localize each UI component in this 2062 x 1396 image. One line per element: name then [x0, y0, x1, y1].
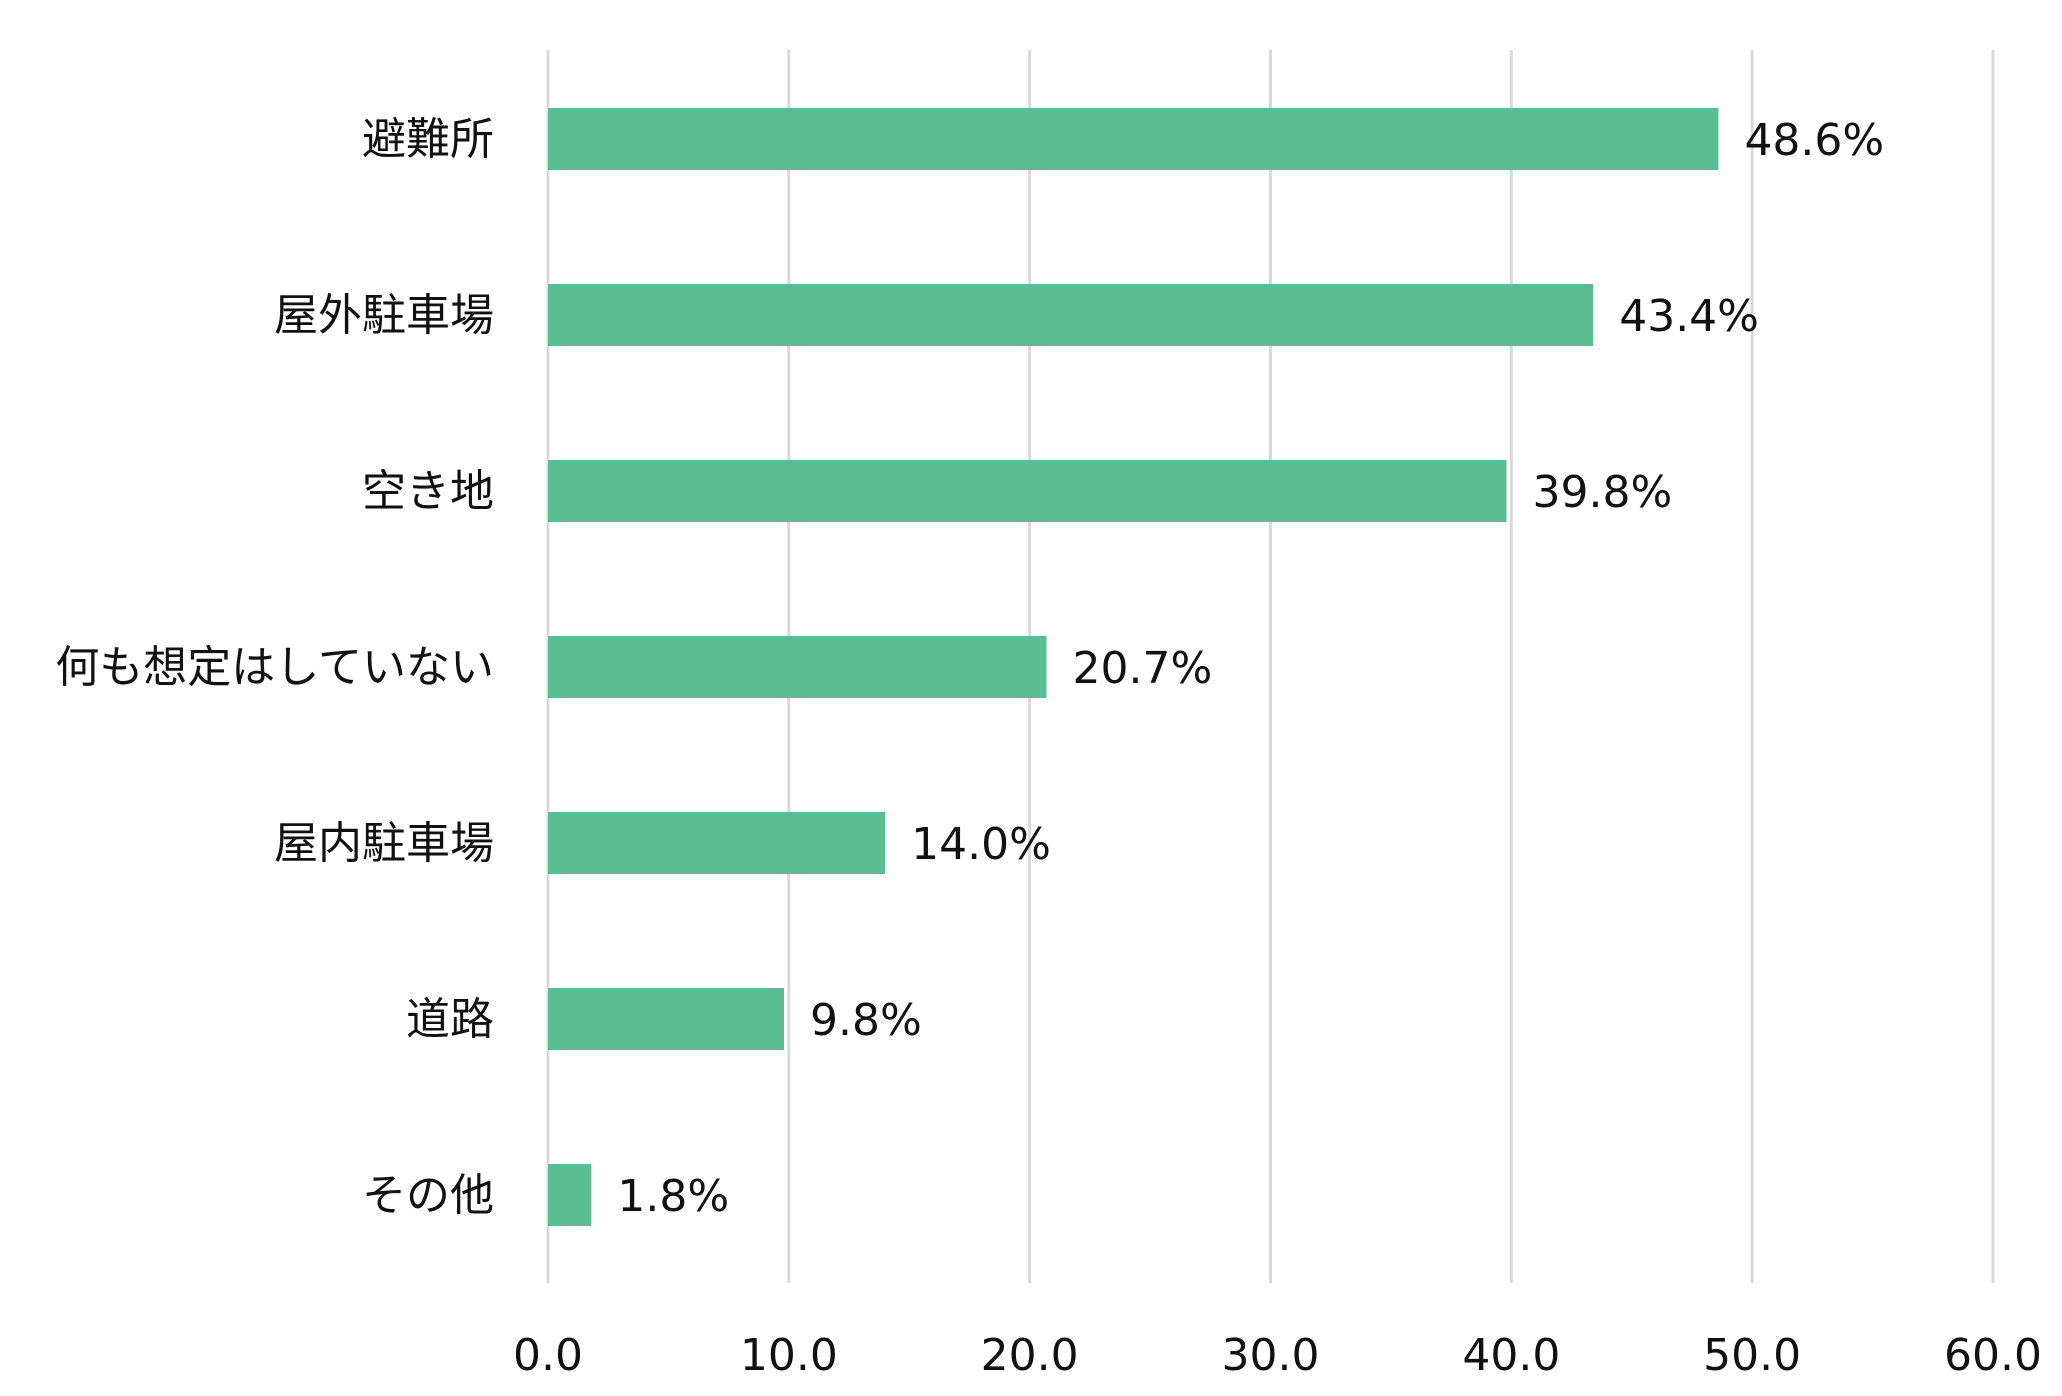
- bar: [548, 988, 785, 1050]
- value-label: 20.7%: [1073, 643, 1213, 694]
- x-tick-label: 60.0: [1944, 1330, 2042, 1381]
- x-tick-label: 0.0: [513, 1330, 583, 1381]
- value-label: 9.8%: [810, 995, 922, 1046]
- bar: [548, 284, 1594, 346]
- bar: [548, 1164, 592, 1226]
- x-tick-label: 20.0: [981, 1330, 1079, 1381]
- category-label: その他: [362, 1170, 494, 1221]
- bar: [548, 636, 1047, 698]
- value-label: 1.8%: [617, 1171, 729, 1222]
- bar: [548, 812, 886, 874]
- category-label: 避難所: [362, 114, 494, 165]
- x-tick-label: 50.0: [1703, 1330, 1801, 1381]
- x-axis-ticks: 0.0 10.0 20.0 30.0 40.0 50.0 60.0: [513, 1330, 2042, 1381]
- value-label: 14.0%: [911, 819, 1051, 870]
- category-label: 何も想定はしていない: [55, 642, 494, 693]
- value-label: 43.4%: [1619, 291, 1759, 342]
- category-label: 道路: [406, 994, 494, 1045]
- x-tick-label: 10.0: [740, 1330, 838, 1381]
- bar: [548, 108, 1719, 170]
- category-label: 空き地: [362, 466, 494, 517]
- value-label: 39.8%: [1533, 467, 1673, 518]
- category-label: 屋内駐車場: [274, 818, 494, 869]
- x-tick-label: 30.0: [1222, 1330, 1320, 1381]
- category-label: 屋外駐車場: [274, 290, 494, 341]
- x-tick-label: 40.0: [1462, 1330, 1560, 1381]
- bar-layer: [548, 108, 1719, 1226]
- value-label: 48.6%: [1744, 115, 1884, 166]
- label-layer: 避難所 48.6% 屋外駐車場 43.4% 空き地 39.8% 何も想定はしていない 20.7…: [55, 114, 1884, 1222]
- bar: [548, 460, 1507, 522]
